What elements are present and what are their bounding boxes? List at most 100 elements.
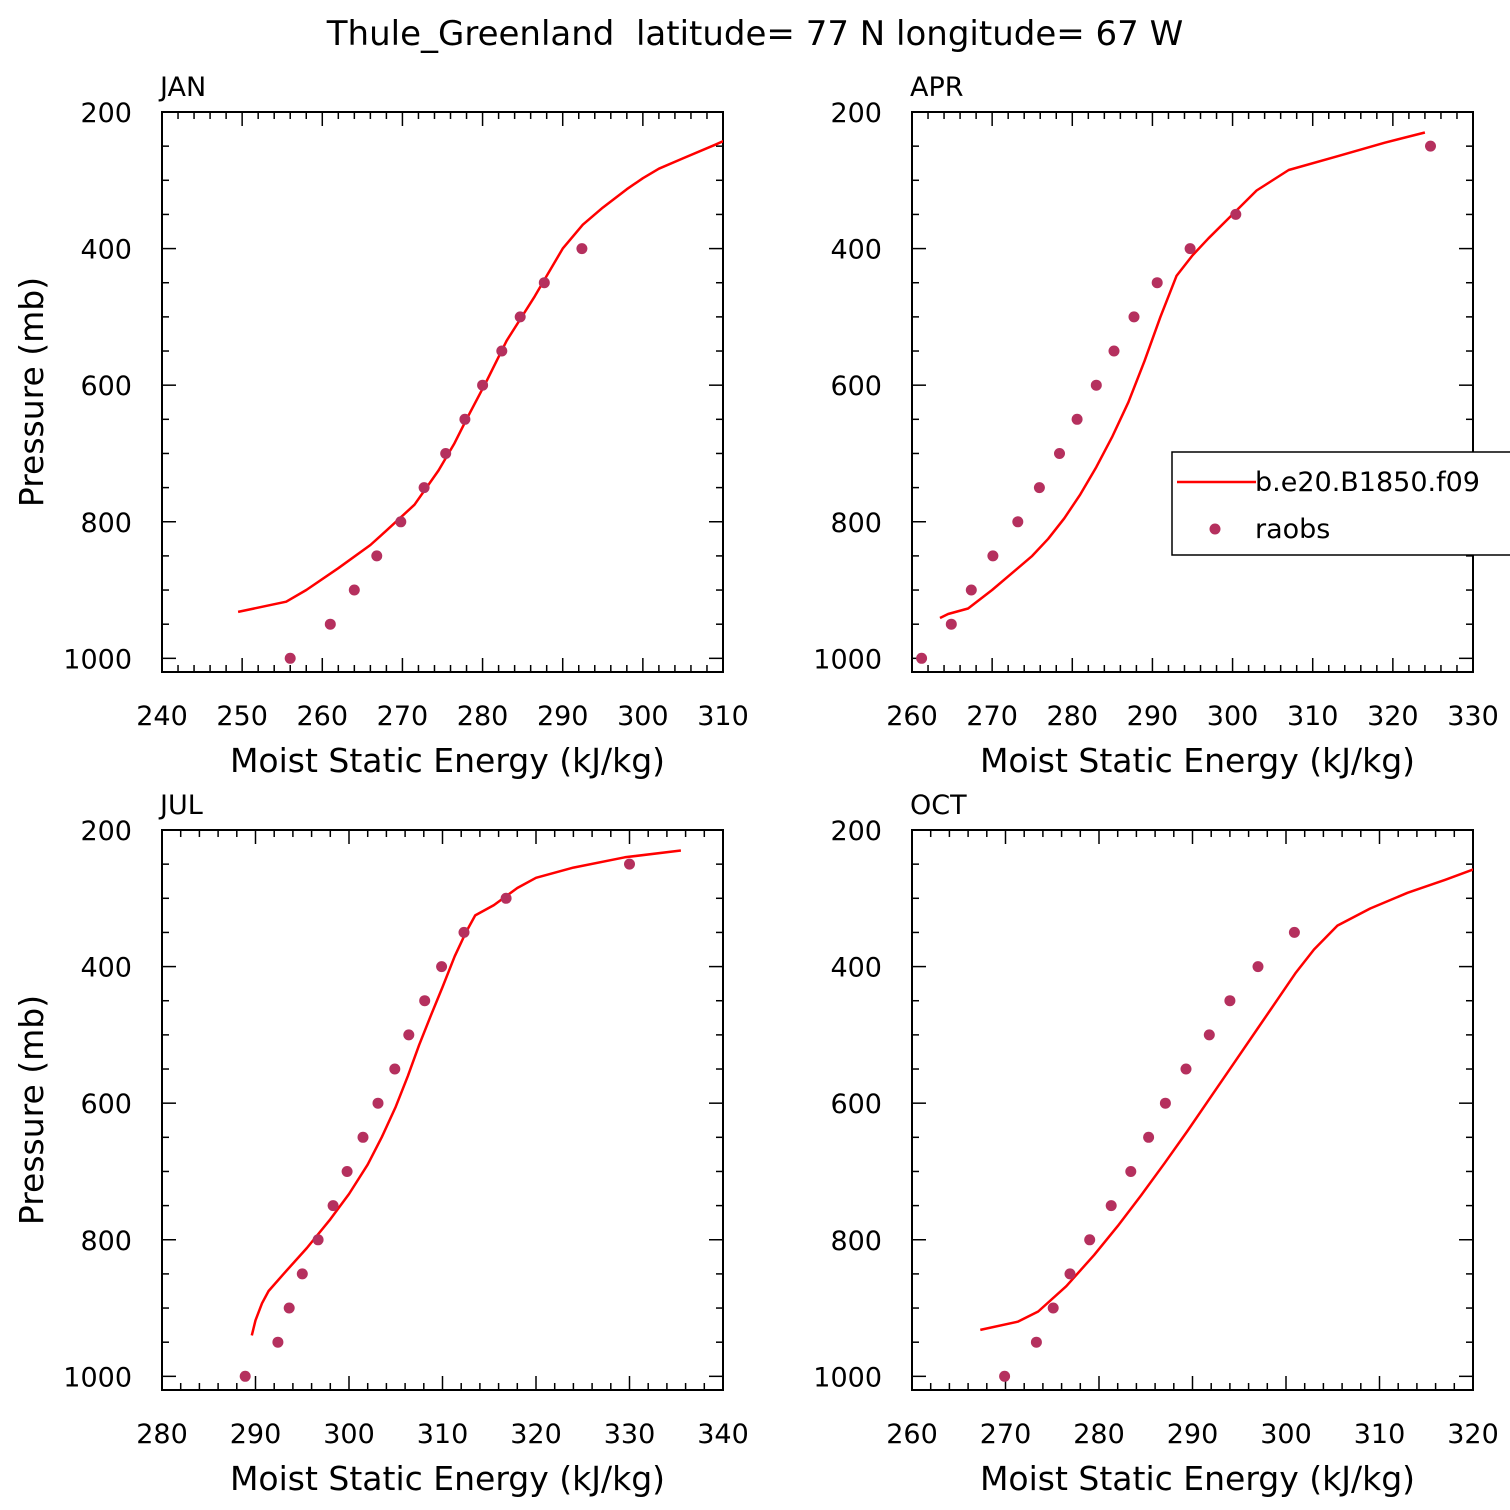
y-tick-label: 600 [830,1089,882,1120]
x-tick-label: 310 [417,1419,469,1450]
x-tick-label: 310 [697,701,749,732]
y-tick-label: 800 [830,508,882,539]
x-tick-label: 240 [136,701,188,732]
x-tick-label: 280 [1047,701,1099,732]
obs-point [283,1302,295,1314]
y-tick-label: 400 [830,953,882,984]
y-tick-label: 800 [830,1226,882,1257]
x-axis-title: Moist Static Energy (kJ/kg) [230,1459,665,1498]
obs-point [500,892,512,904]
obs-point [514,311,526,323]
panel-jul: 280 290 300 310 320 330 340 200 400 600 800 1000 JUL… [12,790,749,1498]
obs-point [1252,961,1264,973]
y-tick-label: 200 [830,98,882,129]
x-tick-label: 300 [1260,1419,1312,1450]
x-tick-label: 270 [980,1419,1032,1450]
obs-point [1033,482,1045,494]
legend-box [1171,451,1510,556]
y-tick-label: 200 [80,816,132,847]
legend-obs-marker [1209,523,1221,535]
y-tick-label: 200 [80,98,132,129]
x-tick-label: 280 [136,1419,188,1450]
x-tick-label: 330 [1447,701,1499,732]
panel-jan: 240 250 260 270 280 290 300 310 200 400 600 800 1000… [12,72,749,780]
obs-point [284,652,296,664]
x-tick-label: 310 [1354,1419,1406,1450]
panel-label: OCT [910,790,967,821]
x-axis-title: Moist Static Energy (kJ/kg) [230,741,665,780]
panel-label: APR [910,72,964,103]
x-tick-label: 290 [230,1419,282,1450]
x-tick-label: 300 [1207,701,1259,732]
x-tick-label: 300 [323,1419,375,1450]
obs-point [440,448,452,459]
obs-point [1143,1131,1155,1143]
obs-point [987,550,999,562]
panel-oct: 260 270 280 290 300 310 320 200 400 600 800 1000 OCT… [813,790,1498,1498]
plot-area [980,868,1473,1332]
obs-point [419,995,431,1007]
obs-point [1288,926,1300,938]
obs-point [348,584,360,596]
x-tick-label: 330 [604,1419,656,1450]
y-tick-label: 800 [80,1226,132,1257]
y-axis-title: Pressure (mb) [12,995,51,1225]
y-tick-label: 600 [80,371,132,402]
y-tick-label: 600 [830,371,882,402]
legend-model-label: b.e20.B1850.f09 [1255,467,1480,498]
obs-point [1425,140,1436,152]
panel-label: JUL [158,790,203,821]
obs-point [312,1234,324,1246]
obs-point [1090,379,1102,391]
x-tick-label: 310 [1287,701,1339,732]
x-tick-label: 320 [510,1419,562,1450]
plot-frame [911,829,1474,1391]
obs-point [1108,345,1120,357]
obs-point [458,926,470,938]
obs-point [1054,448,1065,459]
panel-label: JAN [158,72,206,103]
obs-point [576,243,588,255]
obs-point [1030,1336,1042,1348]
x-tick-label: 260 [886,1419,938,1450]
legend: b.e20.B1850.f09 raobs [1171,451,1510,556]
x-tick-label: 250 [216,701,268,732]
model-line [250,849,682,1336]
y-tick-label: 400 [80,235,132,266]
x-tick-label: 290 [537,701,589,732]
obs-point [945,618,957,630]
x-tick-label: 290 [1127,701,1179,732]
panel-apr: 260 270 280 290 300 310 320 330 200 400 600 800 1000… [813,72,1498,780]
x-tick-label: 300 [617,701,669,732]
y-tick-label: 1000 [813,1362,882,1393]
x-tick-label: 270 [966,701,1018,732]
x-tick-label: 260 [297,701,349,732]
y-tick-label: 1000 [813,644,882,675]
obs-point [1203,1029,1215,1041]
x-tick-label: 280 [1073,1419,1125,1450]
y-tick-label: 1000 [63,644,132,675]
obs-point [296,1268,308,1280]
plot-area [939,131,1426,620]
y-tick-label: 600 [80,1089,132,1120]
obs-point [1128,311,1140,323]
plot-frame [161,829,724,1391]
obs-point [418,482,430,494]
obs-point [1105,1200,1117,1212]
obs-point [538,277,550,289]
y-axis-title: Pressure (mb) [12,277,51,507]
y-tick-label: 400 [830,235,882,266]
obs-point [1151,277,1163,289]
legend-obs-label: raobs [1255,514,1330,545]
obs-point [1064,1268,1076,1280]
obs-point [371,550,383,562]
plot-frame [161,111,724,673]
x-tick-label: 270 [377,701,429,732]
x-axis-title: Moist Static Energy (kJ/kg) [980,1459,1415,1498]
obs-point [1125,1166,1137,1177]
obs-point [1071,413,1083,425]
obs-point [389,1063,401,1075]
obs-point [357,1131,369,1143]
x-axis-title: Moist Static Energy (kJ/kg) [980,741,1415,780]
